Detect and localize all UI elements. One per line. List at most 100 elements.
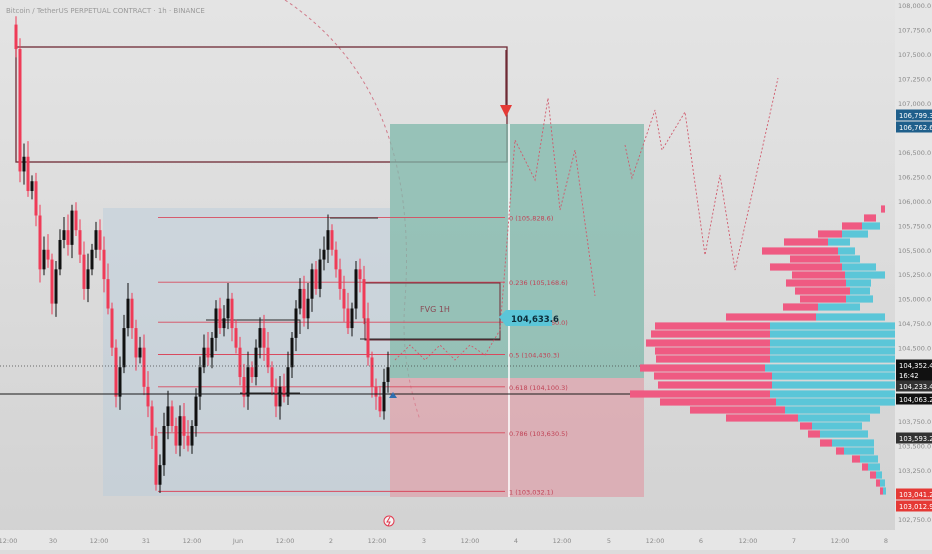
price-axis[interactable]: [895, 0, 932, 550]
time-tick-label: 12:00: [831, 537, 850, 545]
profile-bar-buy: [818, 303, 860, 311]
price-tick-label: 107,000.0: [898, 100, 931, 108]
time-tick-label: 12:00: [553, 537, 572, 545]
profile-bar-sell: [818, 230, 842, 238]
candle-body: [210, 337, 214, 358]
profile-bar-sell: [786, 279, 846, 287]
target-label: 104,633.6: [511, 315, 559, 325]
time-tick-label: 12:00: [368, 537, 387, 545]
candle-body: [62, 230, 66, 240]
candle-body: [222, 318, 226, 329]
candle-body: [362, 279, 366, 319]
candle-body: [166, 406, 170, 426]
fib-level-label: 0 (105,828.6): [509, 215, 553, 223]
candle-body: [198, 367, 202, 397]
candle-body: [266, 347, 270, 368]
candle-body: [306, 298, 310, 319]
candle-body: [178, 416, 182, 446]
fib-level-label: 0.786 (103,630.5): [509, 430, 568, 438]
profile-bar-buy: [812, 422, 862, 430]
price-tick-label: 103,500.0: [898, 443, 931, 451]
price-badge-label: 103,012.9: [899, 503, 932, 511]
candle-body: [370, 357, 374, 387]
profile-bar-buy: [765, 364, 895, 372]
price-tick-label: 105,000.0: [898, 296, 931, 304]
candle-body: [70, 210, 74, 245]
candle-body: [270, 367, 274, 387]
profile-bar-sell: [640, 364, 765, 372]
candle-body: [338, 269, 342, 289]
profile-bar-sell: [762, 247, 838, 255]
fvg-label: FVG 1H: [420, 305, 450, 314]
price-badge: [896, 432, 932, 444]
profile-bar-buy: [828, 238, 850, 246]
profile-bar-sell: [795, 287, 850, 295]
candle-body: [42, 249, 46, 270]
price-badge: [896, 109, 932, 121]
candle-body: [118, 367, 122, 397]
price-badge-label: 104,352.4: [899, 362, 932, 370]
price-tick-label: 107,250.0: [898, 75, 931, 83]
candle-body: [202, 347, 206, 368]
candle-body: [286, 367, 290, 397]
projection-arc: [284, 0, 421, 421]
structure-lines: [206, 217, 500, 394]
profile-bar-sell: [881, 205, 885, 213]
candle-body: [314, 269, 318, 289]
profile-bar-sell: [655, 322, 770, 330]
profile-bar-buy: [860, 455, 878, 463]
time-tick-label: 2: [329, 537, 333, 545]
candle-body: [322, 249, 326, 260]
candle-body: [34, 181, 38, 216]
take-profit-zone: [390, 124, 644, 378]
candle-body: [282, 386, 286, 397]
fib-level-label: 0.618 (104,100.3): [509, 384, 568, 392]
candle-body: [274, 386, 278, 407]
candle-body: [290, 337, 294, 368]
price-badge-label: 104,233.4: [899, 383, 932, 391]
profile-bar-sell: [630, 390, 770, 398]
candle-body: [258, 328, 262, 348]
candle-body: [126, 298, 130, 329]
profile-bar-buy: [770, 347, 895, 355]
time-tick-label: 12:00: [183, 537, 202, 545]
profile-bar-sell: [862, 463, 868, 471]
target-callout: [499, 310, 552, 326]
time-tick-label: 6: [699, 537, 703, 545]
price-badge-label: 103,593.2: [899, 435, 932, 443]
flash-event-icon[interactable]: [383, 515, 395, 527]
candle-body: [90, 249, 94, 270]
candle-body: [158, 465, 162, 485]
price-badge: [896, 359, 932, 371]
profile-bar-sell: [842, 222, 862, 230]
profile-bar-buy: [776, 398, 895, 406]
time-axis[interactable]: [0, 530, 895, 550]
candle-body: [162, 425, 166, 466]
candle-body: [186, 435, 190, 446]
volume-profile: [630, 205, 895, 495]
price-tick-label: 104,750.0: [898, 320, 931, 328]
candle-body: [14, 24, 18, 50]
time-tick-label: 12:00: [276, 537, 295, 545]
profile-bar-buy: [838, 247, 855, 255]
fib-level-label: 0.5 (104,430.3): [509, 351, 560, 359]
candle-body: [54, 269, 58, 304]
candle-body: [354, 269, 358, 309]
time-tick-label: 7: [792, 537, 796, 545]
profile-bar-sell: [660, 398, 776, 406]
time-tick-label: 8: [884, 537, 888, 545]
candle-body: [150, 406, 154, 436]
price-badge: [896, 500, 932, 512]
price-tick-label: 106,000.0: [898, 198, 931, 206]
candle-body: [242, 377, 246, 397]
candle-body: [246, 367, 250, 397]
candle-body: [298, 288, 302, 309]
candle-body: [182, 416, 186, 436]
price-badge-label: 104,063.2: [899, 396, 932, 404]
candle-body: [346, 308, 350, 329]
candle-body: [174, 425, 178, 446]
profile-bar-buy: [770, 390, 895, 398]
profile-bar-sell: [651, 330, 770, 338]
